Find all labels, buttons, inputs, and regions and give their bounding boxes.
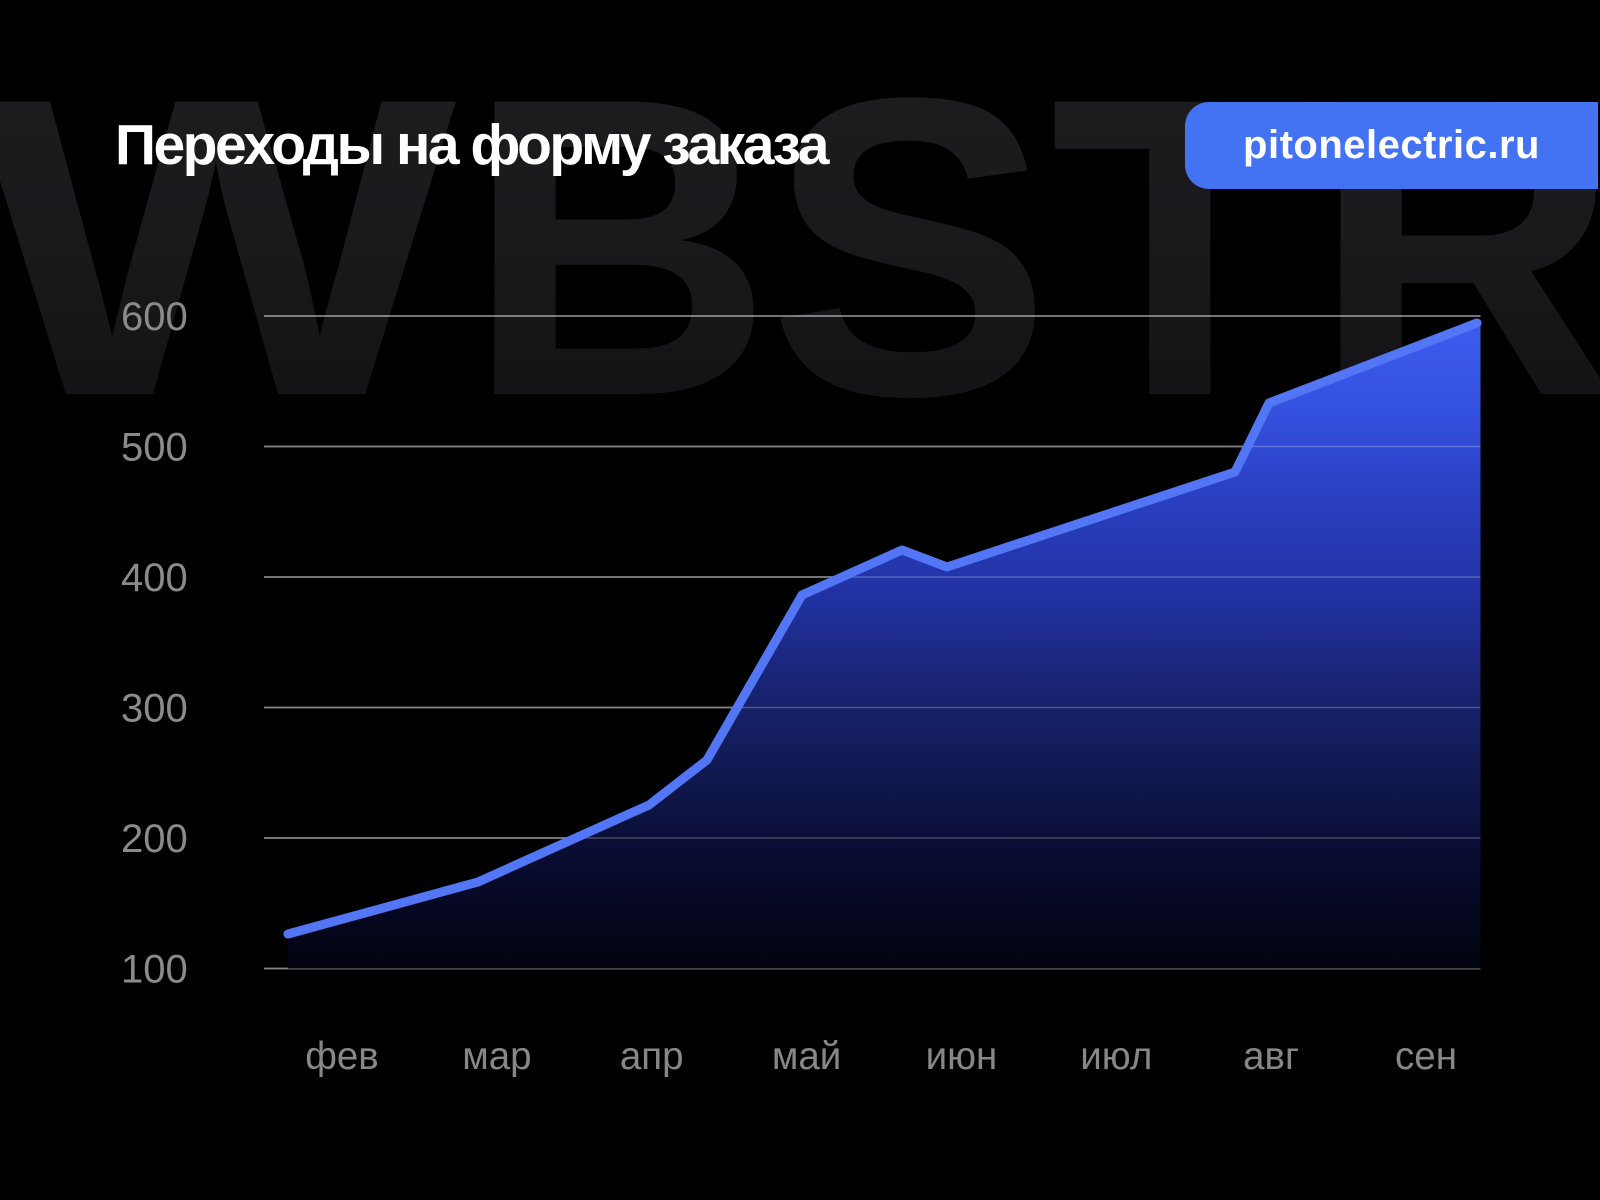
svg-text:мар: мар	[462, 1035, 531, 1078]
svg-text:фев: фев	[305, 1035, 379, 1078]
svg-text:июн: июн	[926, 1035, 998, 1078]
svg-text:500: 500	[121, 426, 188, 470]
svg-text:сен: сен	[1395, 1035, 1457, 1078]
svg-text:июл: июл	[1080, 1035, 1152, 1078]
svg-text:100: 100	[121, 948, 188, 992]
svg-text:май: май	[772, 1035, 841, 1078]
svg-text:апр: апр	[620, 1035, 684, 1078]
svg-text:400: 400	[121, 556, 188, 600]
svg-text:авг: авг	[1243, 1035, 1299, 1078]
svg-text:200: 200	[121, 817, 188, 861]
svg-text:300: 300	[121, 687, 188, 731]
svg-text:600: 600	[121, 295, 188, 339]
